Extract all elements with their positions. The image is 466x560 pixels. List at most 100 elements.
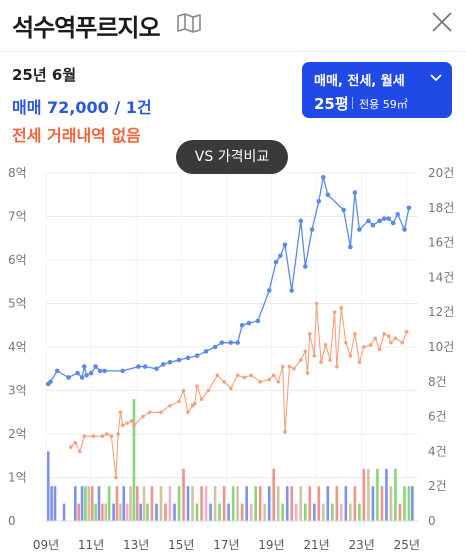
volume-bar [46, 451, 50, 521]
price-history-chart[interactable]: 0 1억 2억 3억 4억 5억 6억 7억 8억 0 2건 4건 6건 8건 10건 12건 14건 16건 18… [0, 150, 466, 560]
data-point-sale [266, 288, 272, 293]
data-point-jeonse [400, 340, 405, 345]
close-icon[interactable] [428, 8, 456, 36]
data-point-jeonse [382, 332, 386, 336]
volume-bar [340, 503, 343, 521]
data-point-sale [154, 366, 159, 372]
volume-bar [84, 486, 87, 521]
data-point-sale [381, 216, 387, 221]
exclusive-area-label: 전용 59㎡ [359, 98, 408, 111]
volume-bar [290, 486, 294, 521]
data-point-sale [75, 370, 80, 376]
data-point-jeonse [109, 434, 114, 438]
data-point-sale [366, 218, 371, 224]
data-point-sale [246, 320, 252, 326]
volume-bar [87, 486, 91, 521]
volume-bar [173, 503, 176, 521]
deal-types-label: 매매, 전세, 월세 [314, 74, 405, 89]
data-point-jeonse [100, 434, 105, 438]
deal-type-filter-button[interactable]: 매매, 전세, 월세 25평 전용 59㎡ [302, 62, 452, 118]
data-point-jeonse [159, 410, 163, 415]
volume-bar [299, 486, 303, 521]
data-point-sale [54, 368, 60, 374]
volume-bar [236, 486, 239, 521]
volume-bar [263, 503, 266, 521]
volume-bar [380, 486, 384, 521]
data-point-jeonse [307, 332, 312, 336]
map-icon[interactable] [176, 12, 202, 34]
data-point-jeonse [280, 364, 285, 369]
volume-bar [227, 503, 230, 521]
data-point-sale [235, 340, 240, 345]
volume-bar [115, 486, 119, 521]
volume-bar [50, 486, 53, 521]
x-tick-label: 17년 [213, 538, 239, 552]
volume-bar [398, 503, 402, 521]
x-tick-label: 13년 [123, 538, 149, 552]
data-point-jeonse [267, 377, 272, 382]
volume-bar [245, 486, 248, 521]
volume-bar [344, 486, 348, 521]
volume-bar [276, 486, 280, 521]
data-point-sale [160, 362, 166, 367]
data-point-sale [93, 364, 98, 369]
data-point-sale [325, 192, 331, 198]
y-left-tick-label: 4억 [8, 340, 27, 354]
volume-bar [331, 503, 334, 521]
volume-bar [146, 503, 149, 521]
volume-bar [240, 503, 244, 521]
data-point-sale [289, 288, 295, 293]
y-right-tick-label: 4건 [428, 444, 447, 458]
y-right-tick-label: 6건 [428, 410, 447, 424]
y-right-tick-label: 20건 [428, 166, 454, 180]
y-right-tick-label: 2건 [428, 479, 447, 493]
volume-bar [218, 503, 221, 521]
data-point-jeonse [195, 384, 199, 388]
data-point-sale [219, 340, 225, 345]
volume-bar [104, 503, 108, 521]
data-point-sale [228, 340, 234, 345]
volume-bar [122, 486, 126, 521]
volume-bar [119, 503, 122, 521]
volume-bar [77, 503, 80, 521]
y-left-tick-label: 1억 [8, 471, 27, 485]
data-point-sale [395, 212, 401, 217]
data-point-sale [352, 190, 358, 195]
volume-bar [335, 486, 339, 521]
data-point-jeonse [377, 347, 382, 351]
volume-bar [376, 468, 379, 521]
data-point-jeonse [199, 397, 204, 401]
data-point-jeonse [69, 445, 73, 449]
data-point-jeonse [215, 373, 220, 378]
volume-bar [182, 468, 185, 521]
data-point-jeonse [312, 353, 317, 358]
volume-bar [322, 503, 325, 521]
volume-bar [308, 486, 312, 521]
volume-bar [411, 486, 414, 521]
volume-bar [204, 486, 208, 521]
volume-bar [222, 486, 226, 521]
volume-bar [349, 503, 352, 521]
divider [352, 97, 353, 109]
volume-bar [249, 503, 253, 521]
volume-bar [112, 503, 115, 521]
x-tick-label: 21년 [303, 538, 329, 552]
data-point-jeonse [319, 360, 323, 365]
data-point-sale [348, 244, 353, 250]
data-point-jeonse [323, 343, 328, 347]
data-point-jeonse [373, 336, 377, 341]
data-point-jeonse [344, 340, 348, 345]
volume-bar [358, 503, 361, 521]
volume-bar [164, 503, 167, 521]
volume-bar [362, 468, 366, 521]
volume-bar [312, 503, 316, 521]
data-point-jeonse [335, 364, 339, 369]
data-point-jeonse [271, 373, 276, 378]
data-point-jeonse [368, 343, 373, 347]
pyeong-size-label: 25평 [314, 95, 349, 113]
data-point-sale [298, 218, 304, 224]
data-point-sale [273, 259, 279, 265]
volume-bar [101, 503, 104, 521]
volume-bar [209, 503, 212, 521]
vs-price-compare-button[interactable]: VS 가격비교 [176, 140, 288, 174]
